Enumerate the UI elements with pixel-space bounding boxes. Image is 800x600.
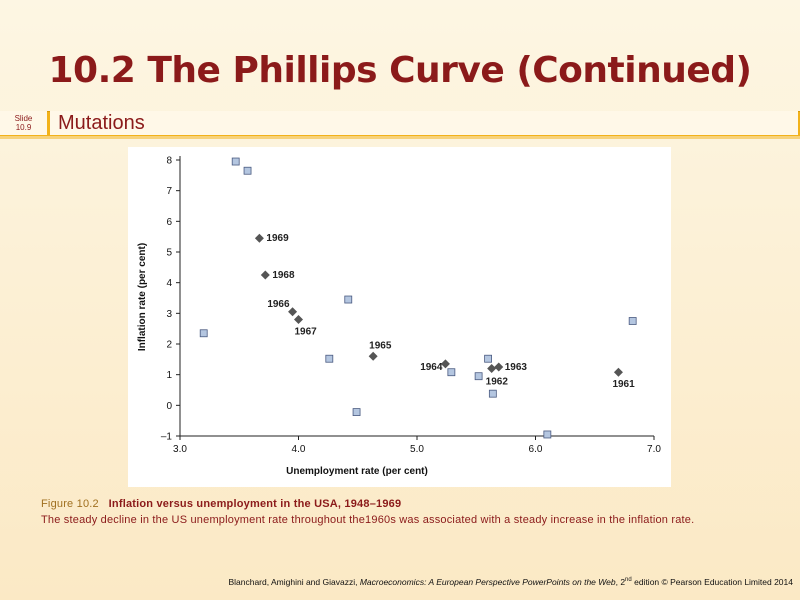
scatter-point-square	[543, 430, 552, 439]
scatter-point-diamond	[487, 364, 497, 374]
scatter-point-diamond	[440, 359, 450, 369]
chart-panel: 3.0 4.0 5.0 6.0 7.0 8 7 6 5 4 3 2 1 0 –1 1969 1968 1966 1…	[128, 147, 671, 487]
point-year-label: 1961	[612, 379, 635, 390]
scatter-point-diamond	[294, 314, 303, 324]
footer-edition-sup: nd	[625, 577, 632, 584]
slide-number: 10.9	[15, 123, 32, 132]
slide-subtitle: Mutations	[50, 111, 798, 135]
figure-number: Figure 10.2	[41, 498, 99, 510]
y-tick-label: 8	[166, 156, 172, 167]
slide-number-box: Slide 10.9	[0, 111, 47, 135]
y-tick-label: 3	[166, 309, 172, 320]
scatter-point-square	[325, 354, 334, 363]
footer-rest: edition © Pearson Education Limited 2014	[631, 577, 793, 587]
scatter-point-square	[231, 157, 240, 166]
figure-caption: Figure 10.2 Inflation versus unemploymen…	[41, 496, 761, 528]
x-tick-label: 4.0	[292, 444, 306, 455]
y-tick-label: 7	[166, 186, 172, 197]
y-tick-label: 0	[166, 401, 172, 412]
scatter-point-diamond	[288, 307, 298, 317]
x-tick-label: 7.0	[647, 444, 661, 455]
scatter-point-square	[474, 372, 483, 381]
scatter-point-square	[488, 389, 497, 398]
point-year-label: 1962	[486, 377, 509, 388]
scatter-point-square	[352, 408, 361, 416]
y-tick-label: 5	[166, 248, 172, 259]
footer-book: Macroeconomics: A European Perspective P…	[359, 577, 616, 587]
x-tick-label: 6.0	[529, 444, 543, 455]
x-axis-label: Unemployment rate (per cent)	[286, 466, 428, 477]
y-tick-label: –1	[161, 432, 173, 443]
copyright-footer: Blanchard, Amighini and Giavazzi, Macroe…	[228, 577, 793, 587]
chart-axes: 3.0 4.0 5.0 6.0 7.0 8 7 6 5 4 3 2 1 0 –1	[161, 156, 662, 456]
scatter-point-square	[199, 329, 208, 338]
scatter-point-square	[344, 295, 353, 304]
point-year-label: 1964	[420, 362, 443, 373]
y-tick-label: 4	[166, 278, 172, 289]
y-tick-label: 2	[166, 340, 172, 351]
footer-edition: , 2	[615, 577, 626, 587]
slide-title: 10.2 The Phillips Curve (Continued)	[48, 50, 753, 91]
figure-title: Inflation versus unemployment in the USA…	[108, 498, 402, 510]
chart-points: 1969 1968 1966 1967 1965 1964 1962 1963 1961	[199, 157, 637, 439]
scatter-point-square	[628, 317, 637, 325]
scatter-point-square	[484, 354, 493, 363]
y-axis-label: Inflation rate (per cent)	[137, 243, 148, 351]
point-year-label: 1966	[267, 299, 290, 310]
scatter-point-diamond	[260, 270, 270, 280]
footer-authors: Blanchard, Amighini and Giavazzi,	[228, 577, 360, 587]
x-tick-label: 3.0	[173, 444, 187, 455]
scatter-point-square	[447, 368, 456, 377]
scatter-point-square	[243, 166, 252, 175]
scatter-point-diamond	[494, 362, 504, 372]
scatter-point-diamond	[613, 367, 623, 377]
scatter-point-diamond	[368, 351, 378, 361]
y-tick-label: 6	[166, 217, 172, 228]
point-year-label: 1963	[505, 362, 528, 373]
figure-description: The steady decline in the US unemploymen…	[41, 514, 695, 526]
header-band-underline	[0, 136, 800, 139]
y-tick-label: 1	[166, 370, 172, 381]
x-tick-label: 5.0	[410, 444, 424, 455]
point-year-label: 1968	[272, 270, 295, 281]
point-year-label: 1965	[369, 340, 392, 351]
scatter-point-diamond	[254, 233, 264, 243]
slide-label: Slide	[14, 114, 33, 123]
point-year-label: 1969	[266, 233, 289, 244]
point-year-label: 1967	[295, 326, 318, 337]
